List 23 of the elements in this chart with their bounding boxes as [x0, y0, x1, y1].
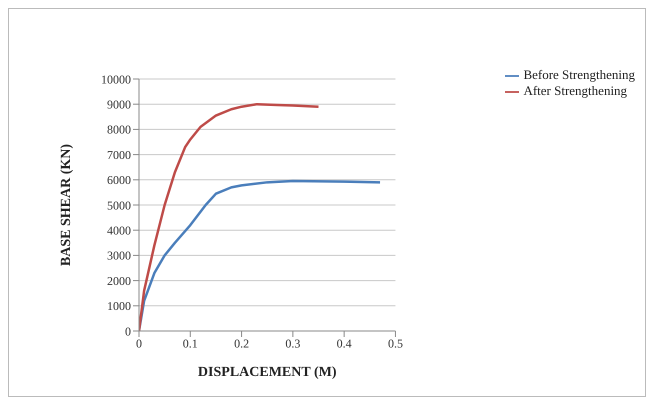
legend-label: After Strengthening — [523, 83, 628, 98]
x-tick-label: 0.3 — [285, 336, 300, 351]
y-tick-label: 2000 — [107, 274, 131, 288]
legend-label: Before Strengthening — [523, 67, 635, 82]
x-tick-label: 0.2 — [234, 336, 250, 351]
y-tick-label: 8000 — [107, 122, 131, 137]
y-tick-label: 5000 — [107, 198, 131, 212]
y-tick-label: 9000 — [107, 97, 131, 112]
y-tick-label: 3000 — [107, 248, 131, 263]
x-tick-label: 0.4 — [336, 336, 352, 351]
x-axis-title: DISPLACEMENT (M) — [198, 365, 337, 380]
y-tick-label: 7000 — [107, 148, 131, 162]
y-axis-title: BASE SHEAR (KN) — [58, 144, 74, 266]
y-tick-label: 10000 — [101, 72, 131, 86]
x-tick-label: 0.1 — [182, 336, 198, 351]
line-series — [139, 102, 320, 331]
x-tick-label: 0.5 — [388, 336, 403, 351]
y-tick-label: 4000 — [107, 223, 131, 238]
line-series — [139, 180, 382, 331]
x-tick-label: 0 — [136, 336, 142, 351]
y-tick-label: 0 — [125, 324, 131, 338]
y-tick-label: 6000 — [107, 173, 131, 188]
y-tick-label: 1000 — [107, 299, 131, 314]
